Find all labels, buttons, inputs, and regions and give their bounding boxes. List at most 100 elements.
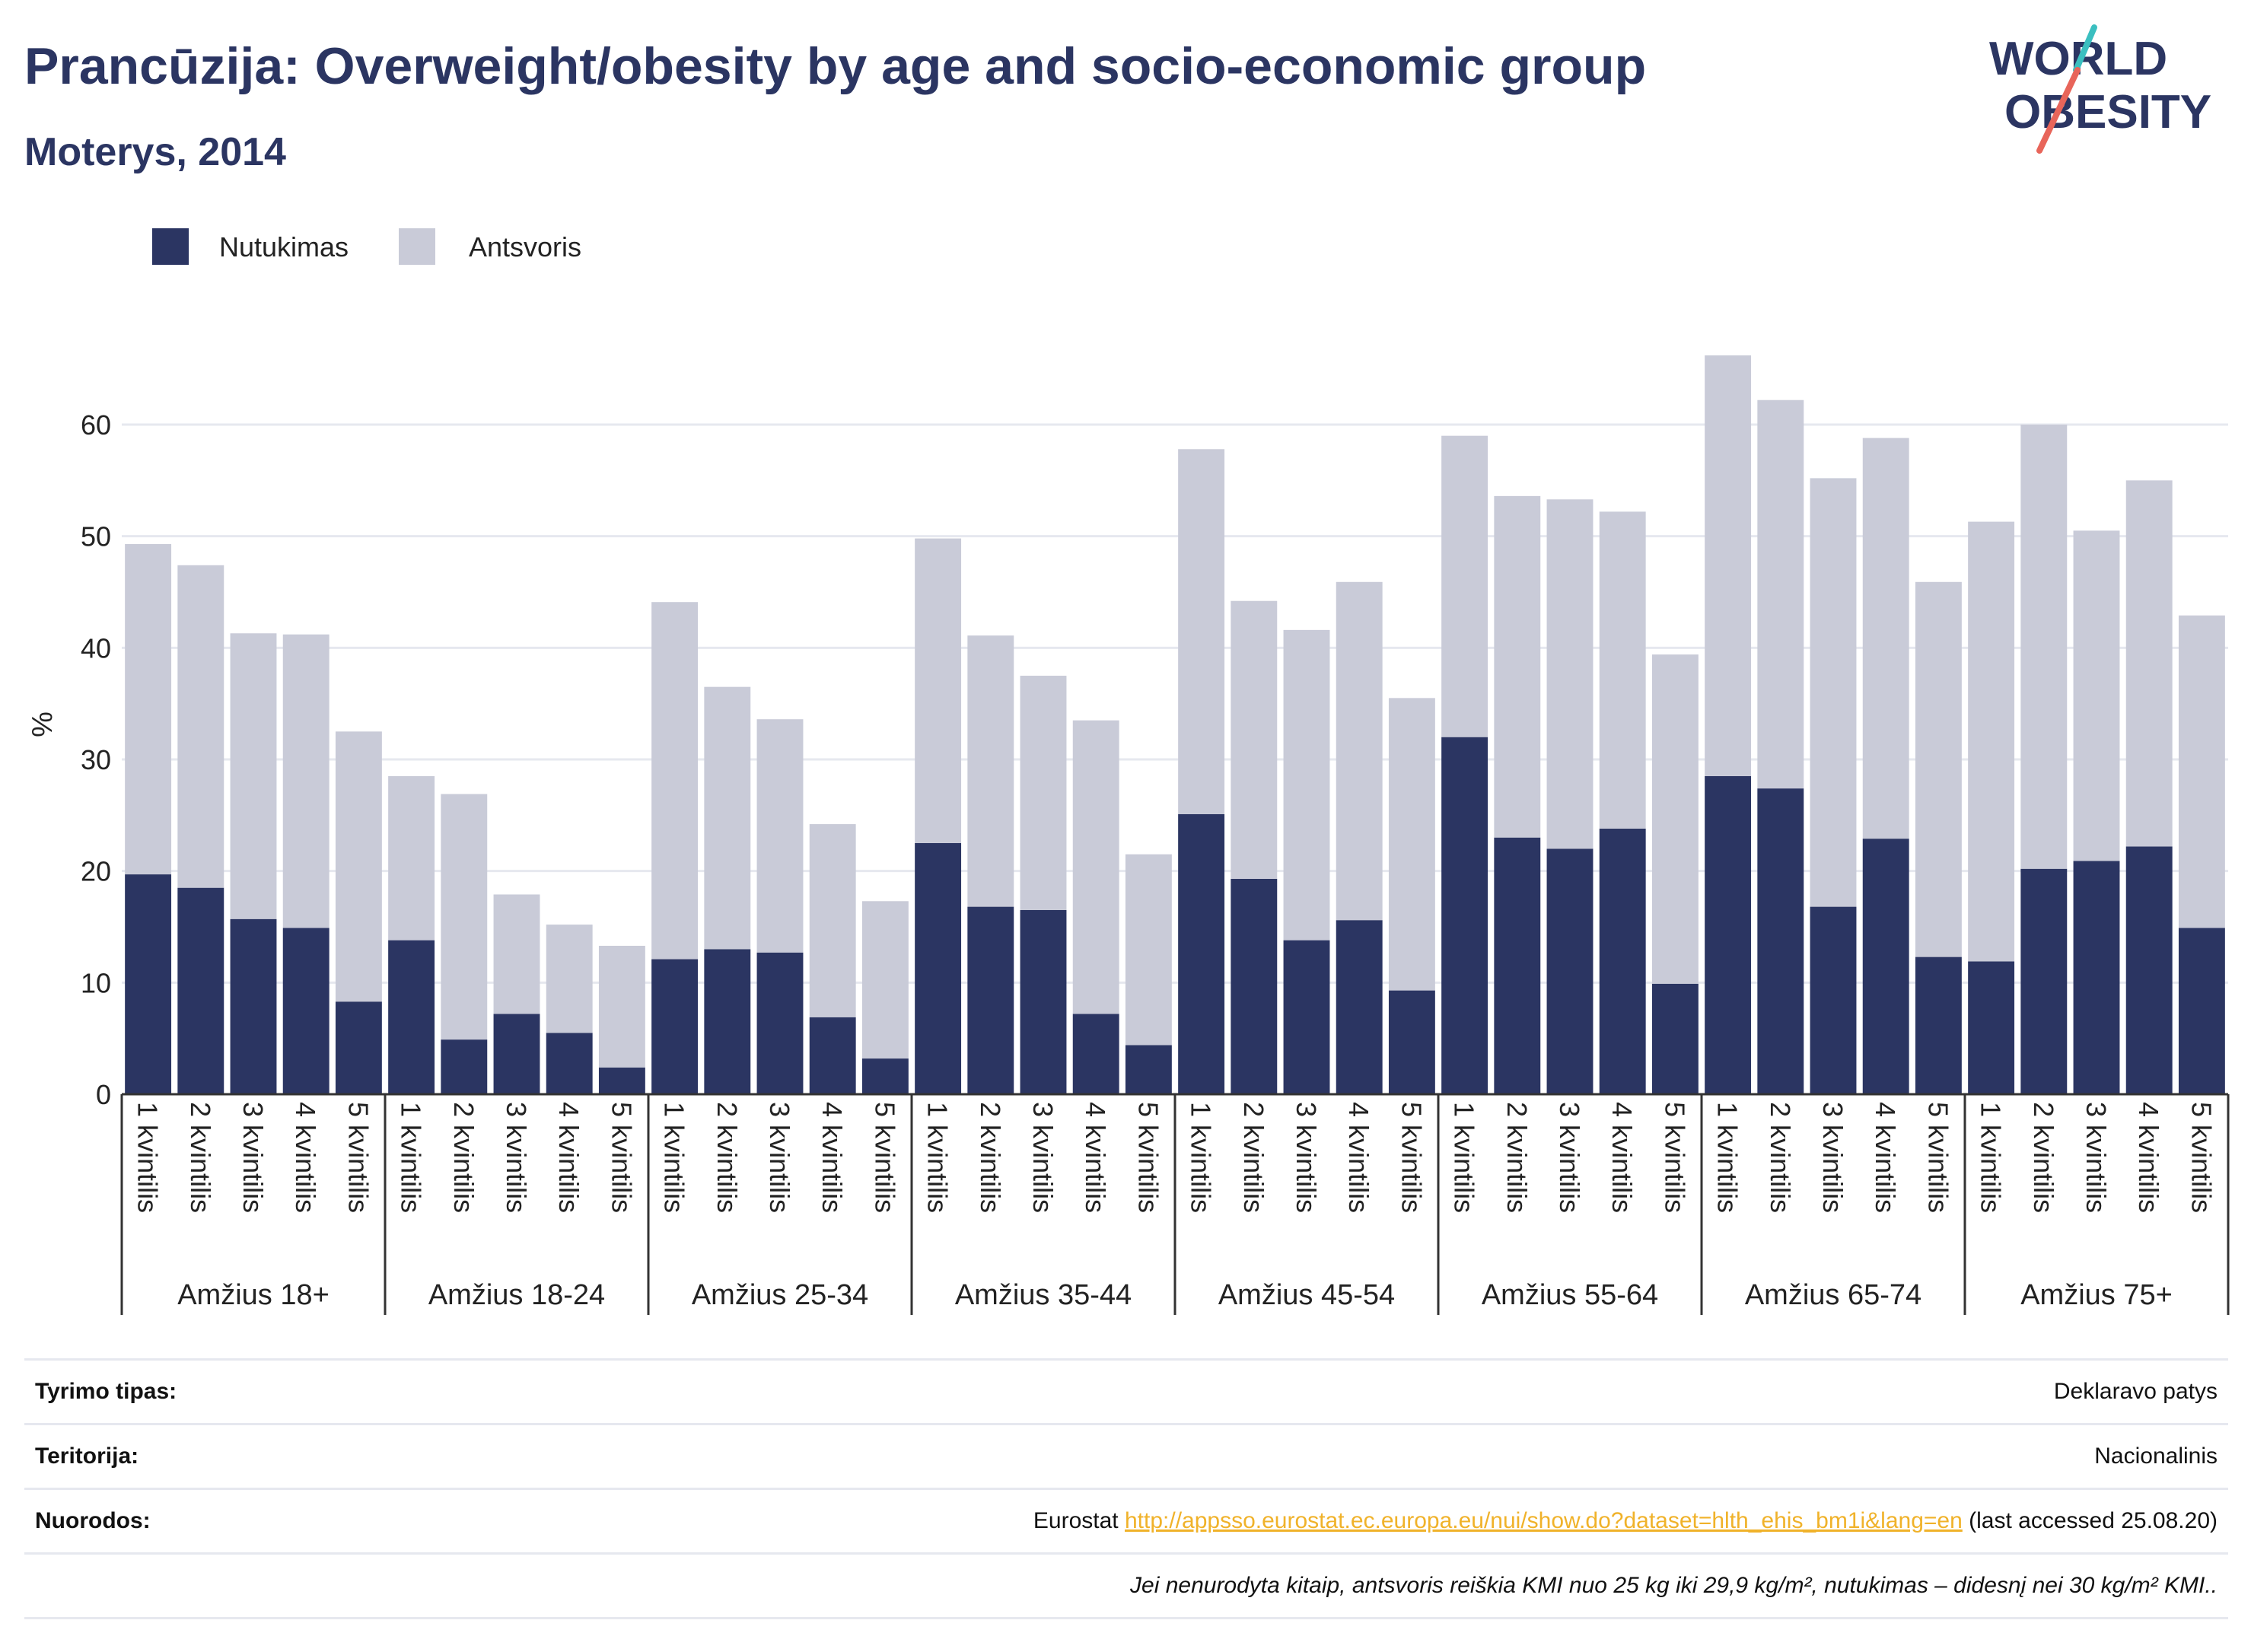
x-tick-label: 4 kvintilis <box>2133 1102 2164 1213</box>
bar-obesity <box>1336 920 1383 1094</box>
territory-value: Nacionalinis <box>2094 1444 2218 1469</box>
references-link[interactable]: http://appsso.eurostat.ec.europa.eu/nui/… <box>1124 1508 1963 1533</box>
x-tick-label: 3 kvintilis <box>2081 1102 2112 1213</box>
bar-obesity <box>1283 940 1330 1094</box>
y-tick-label: 20 <box>81 856 111 887</box>
x-tick-label: 5 kvintilis <box>869 1102 900 1213</box>
bar-obesity <box>1494 837 1541 1094</box>
x-tick-label: 2 kvintilis <box>448 1102 479 1213</box>
x-tick-label: 2 kvintilis <box>185 1102 216 1213</box>
bar-overweight <box>1441 435 1488 737</box>
x-tick-label: 1 kvintilis <box>922 1102 954 1213</box>
x-tick-label: 3 kvintilis <box>1817 1102 1848 1213</box>
x-tick-label: 5 kvintilis <box>1659 1102 1690 1213</box>
bar-overweight <box>1231 600 1278 879</box>
territory-label: Teritorija: <box>35 1444 139 1469</box>
legend-swatch-obesity <box>152 228 189 265</box>
bar-overweight <box>282 634 330 928</box>
gridlines <box>122 423 2228 984</box>
bar-overweight <box>1599 511 1646 829</box>
x-tick-label: 3 kvintilis <box>764 1102 795 1213</box>
bar-obesity <box>756 952 804 1094</box>
bar-overweight <box>2073 530 2120 861</box>
bar-overweight <box>1862 438 1909 839</box>
bar-overweight <box>335 731 382 1002</box>
page-subtitle: Moterys, 2014 <box>24 130 286 174</box>
bar-obesity <box>125 874 172 1094</box>
bar-overweight <box>1072 720 1119 1014</box>
bars <box>125 355 2225 1094</box>
x-tick-label: 4 kvintilis <box>1343 1102 1374 1213</box>
bar-overweight <box>546 925 593 1033</box>
bar-obesity <box>1862 839 1909 1094</box>
info-row-territory: Teritorija: Nacionalinis <box>24 1423 2228 1488</box>
x-group-label: Amžius 18-24 <box>428 1279 605 1311</box>
x-tick-label: 5 kvintilis <box>342 1102 374 1213</box>
bar-obesity <box>1915 957 1962 1094</box>
y-axis-ticks: 0 10 20 30 40 50 60 <box>81 409 111 1110</box>
bar-overweight <box>1125 854 1172 1046</box>
bar-obesity <box>441 1039 488 1094</box>
references-suffix: (last accessed 25.08.20) <box>1969 1508 2218 1533</box>
bar-obesity <box>282 928 330 1094</box>
x-group-label: Amžius 35-44 <box>955 1279 1132 1311</box>
bar-obesity <box>2125 846 2173 1094</box>
bar-overweight <box>125 543 172 875</box>
bar-obesity <box>915 843 962 1094</box>
bar-overweight <box>1705 355 1752 777</box>
x-tick-label: 3 kvintilis <box>237 1102 269 1213</box>
bar-obesity <box>1599 828 1646 1094</box>
bar-obesity <box>1705 776 1752 1094</box>
survey-label: Tyrimo tipas: <box>35 1379 177 1404</box>
bar-obesity <box>861 1058 909 1094</box>
x-group-label: Amžius 55-64 <box>1482 1279 1658 1311</box>
bar-obesity <box>967 906 1014 1094</box>
bar-obesity <box>1072 1014 1119 1094</box>
chart-legend: Nutukimas Antsvoris <box>152 228 581 265</box>
info-row-references: Nuorodos: Eurostat http://appsso.eurosta… <box>24 1488 2228 1552</box>
bar-overweight <box>1546 499 1594 849</box>
x-tick-label: 2 kvintilis <box>975 1102 1006 1213</box>
references-value: Eurostat http://appsso.eurostat.ec.europ… <box>1033 1508 2218 1534</box>
x-tick-label: 3 kvintilis <box>1027 1102 1059 1213</box>
bar-obesity <box>2073 861 2120 1094</box>
bar-obesity <box>388 940 435 1094</box>
bar-overweight <box>1810 478 1857 907</box>
bar-obesity <box>1546 848 1594 1094</box>
x-tick-label: 2 kvintilis <box>1501 1102 1533 1213</box>
bar-obesity <box>1388 990 1435 1094</box>
bar-obesity <box>335 1001 382 1094</box>
bar-overweight <box>1020 676 1067 910</box>
bar-obesity <box>2178 928 2225 1094</box>
bar-overweight <box>704 686 751 950</box>
bar-obesity <box>1757 788 1804 1094</box>
bar-overweight <box>1651 654 1699 984</box>
logo-slash-coral <box>2036 67 2081 154</box>
bar-overweight <box>809 824 856 1017</box>
bar-overweight <box>1336 581 1383 921</box>
bar-overweight <box>441 794 488 1040</box>
x-tick-label: 5 kvintilis <box>606 1102 637 1213</box>
y-axis-label: % <box>27 711 59 737</box>
bar-obesity <box>2020 868 2068 1094</box>
bar-overweight <box>2178 615 2225 928</box>
definition-note: Jei nenurodyta kitaip, antsvoris reiškia… <box>1130 1573 2218 1598</box>
x-tick-label: 2 kvintilis <box>712 1102 743 1213</box>
x-tick-label: 4 kvintilis <box>290 1102 321 1213</box>
x-tick-label: 2 kvintilis <box>1765 1102 1796 1213</box>
bar-overweight <box>1494 495 1541 838</box>
x-tick-label: 5 kvintilis <box>1922 1102 1953 1213</box>
bar-obesity <box>598 1067 645 1094</box>
info-row-survey: Tyrimo tipas: Deklaravo patys <box>24 1358 2228 1423</box>
bar-obesity <box>177 887 224 1094</box>
bar-overweight <box>177 565 224 888</box>
bar-overweight <box>1388 698 1435 991</box>
survey-value: Deklaravo patys <box>2053 1379 2218 1404</box>
bar-overweight <box>1178 449 1225 814</box>
bar-obesity <box>1651 983 1699 1094</box>
x-tick-label: 4 kvintilis <box>553 1102 584 1213</box>
logo-slash-teal <box>2073 24 2097 73</box>
x-tick-label: 4 kvintilis <box>1606 1102 1638 1213</box>
bar-obesity <box>1441 737 1488 1094</box>
x-tick-label: 1 kvintilis <box>132 1102 164 1213</box>
